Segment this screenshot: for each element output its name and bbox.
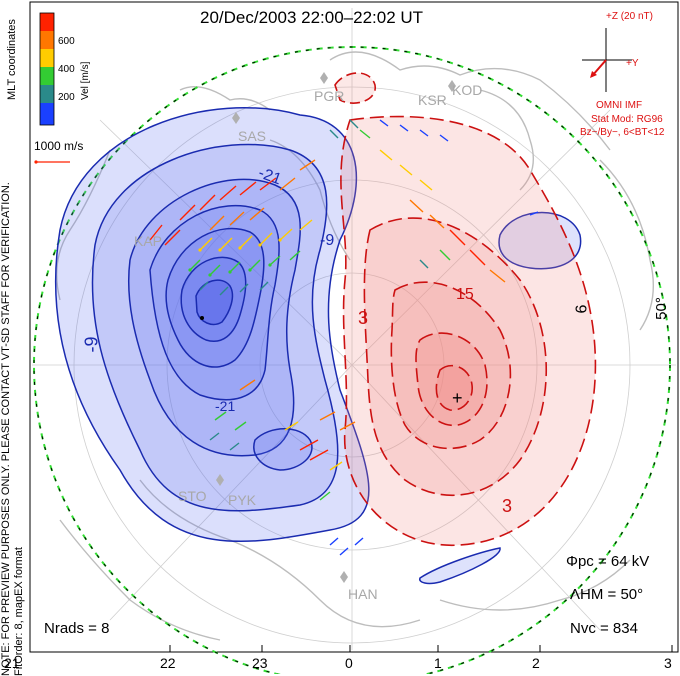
site-han: HAN bbox=[348, 586, 378, 602]
negative-potential-cell bbox=[54, 107, 370, 543]
colorbar-tick-200: 200 bbox=[58, 92, 75, 103]
contour-label-3-north: 3 bbox=[358, 308, 369, 328]
velocity-vectors bbox=[149, 119, 539, 556]
vector-scale-dot bbox=[34, 160, 38, 164]
contour-label-3-south: 3 bbox=[502, 496, 513, 516]
colorbar-tick-400: 400 bbox=[58, 64, 75, 75]
contour-label-15: 15 bbox=[456, 286, 474, 303]
colorbar-tick-600: 600 bbox=[58, 36, 75, 47]
potential-max-marker: + bbox=[452, 388, 463, 408]
site-pgr: PGR bbox=[314, 88, 345, 104]
stat-model-line1: Stat Mod: RG96 bbox=[591, 114, 663, 125]
preview-note-line2: FitOrder: 8, mapEX format bbox=[13, 547, 25, 676]
imf-source: OMNI IMF bbox=[596, 100, 643, 111]
mlt-tick-0: 0 bbox=[345, 655, 353, 671]
velocity-unit-label: Vel [m/s] bbox=[80, 61, 91, 100]
map-title: 20/Dec/2003 22:00–22:02 UT bbox=[200, 8, 424, 27]
negative-patch-south bbox=[419, 547, 501, 585]
preview-note: NOTE: FOR PREVIEW PURPOSES ONLY. PLEASE … bbox=[0, 182, 26, 676]
mlt-tick-23: 23 bbox=[252, 655, 268, 671]
mlt-ticks bbox=[29, 645, 673, 652]
imf-z-label: +Z (20 nT) bbox=[606, 11, 653, 22]
mlt-tick-21: 21 bbox=[4, 655, 20, 671]
vector-scale-label: 1000 m/s bbox=[34, 139, 84, 153]
positive-potential-cell bbox=[334, 72, 597, 546]
coordinate-grid bbox=[32, 8, 676, 650]
contour-label-neg21-south: -21 bbox=[215, 398, 236, 414]
imf-y-label: +Y bbox=[626, 58, 639, 69]
radar-count: Nrads = 8 bbox=[44, 620, 110, 637]
imf-dial bbox=[582, 28, 632, 92]
contour-label-neg9-west: -9 bbox=[81, 336, 102, 353]
site-pyk: PYK bbox=[228, 492, 257, 508]
site-sas: SAS bbox=[238, 128, 267, 144]
cross-polar-potential: Φpc = 64 kV bbox=[566, 553, 650, 570]
preview-note-line1: NOTE: FOR PREVIEW PURPOSES ONLY. PLEASE … bbox=[0, 182, 12, 676]
heppner-maynard-latitude: ΛHM = 50° bbox=[570, 586, 644, 603]
vector-count: Nvc = 834 bbox=[570, 620, 638, 637]
stat-model-line2: Bz−/By−, 6<BT<12 bbox=[580, 127, 665, 138]
mlt-tick-3: 3 bbox=[664, 655, 672, 671]
boundary-dash-black bbox=[33, 46, 671, 674]
site-kod: KOD bbox=[452, 82, 483, 98]
latitude-label: 50° bbox=[652, 297, 670, 320]
map-frame bbox=[29, 1, 679, 653]
site-kap: KAP bbox=[134, 233, 163, 249]
site-markers bbox=[216, 72, 456, 583]
velocity-colorbar bbox=[39, 12, 55, 126]
mlt-tick-1: 1 bbox=[434, 655, 442, 671]
contour-label-6-east: 6 bbox=[573, 304, 591, 314]
potential-min-marker bbox=[200, 316, 204, 320]
mlt-tick-2: 2 bbox=[532, 655, 540, 671]
contour-label-neg9-center: -9 bbox=[320, 232, 335, 249]
site-sto: STO bbox=[178, 488, 207, 504]
mlt-tick-22: 22 bbox=[160, 655, 176, 671]
coordinate-system-label: MLT coordinates bbox=[6, 19, 18, 100]
site-ksr: KSR bbox=[418, 92, 447, 108]
